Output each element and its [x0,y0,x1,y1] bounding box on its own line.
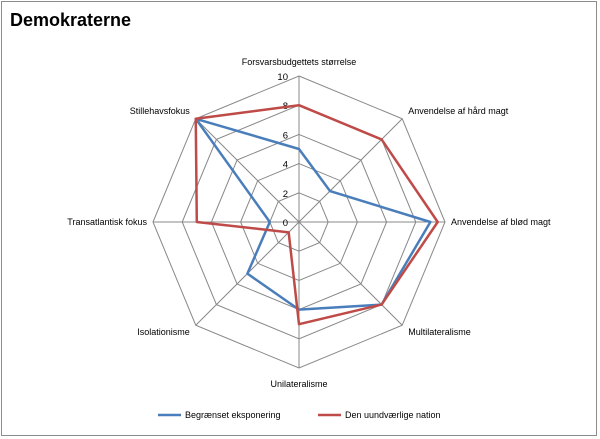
legend-label: Begrænset eksponering [185,410,281,420]
tick-label: 0 [283,218,288,229]
axis-label: Anvendelse af blød magt [451,217,551,227]
tick-label: 4 [283,160,288,171]
legend: Begrænset eksponering Den uundværlige nat… [158,410,441,420]
chart-title: Demokraterne [10,10,132,30]
axis-label: Unilateralisme [270,379,327,389]
series-line-0 [194,117,432,311]
legend-label: Den uundværlige nation [345,410,441,420]
spoke-7 [195,118,300,223]
axis-label: Anvendelse af hård magt [408,106,509,116]
tick-label: 10 [277,72,288,83]
axis-label: Stillehavsfokus [130,106,191,116]
axis-label: Forsvarsbudgettets størrelse [242,57,357,67]
axis-label: Multilateralisme [408,327,471,337]
axis-label: Isolationisme [137,327,190,337]
spoke-1 [298,118,403,223]
series-line-1 [194,103,439,326]
tick-label: 2 [283,189,288,200]
spoke-3 [298,221,403,326]
axis-label: Transatlantisk fokus [67,217,147,227]
series-lines [194,103,439,326]
tick-label: 6 [283,130,288,141]
axis-labels: Forsvarsbudgettets størrelse Anvendelse a… [67,57,551,389]
